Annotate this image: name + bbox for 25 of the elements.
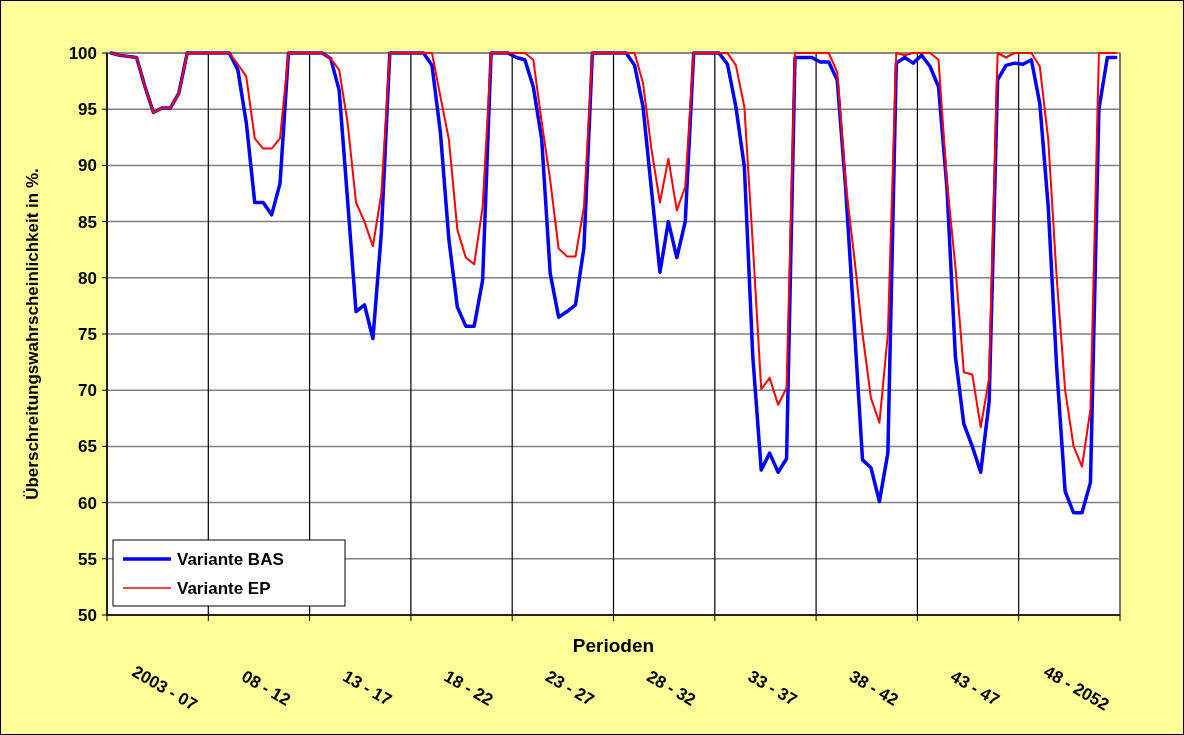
y-tick-label: 60 <box>78 493 97 513</box>
x-tick-label: 2003 - 07 <box>128 662 201 715</box>
y-tick-label: 80 <box>78 268 97 288</box>
y-tick-label: 85 <box>78 212 97 232</box>
y-tick-label: 65 <box>78 437 97 457</box>
x-tick-label: 48 - 2052 <box>1040 662 1113 715</box>
x-tick-label: 33 - 37 <box>744 666 801 710</box>
y-tick-label: 100 <box>68 43 97 63</box>
x-tick-label: 08 - 12 <box>238 666 294 710</box>
x-tick-label: 43 - 47 <box>947 666 1003 710</box>
x-tick-label: 13 - 17 <box>339 666 395 710</box>
x-axis-title: Perioden <box>572 635 655 656</box>
legend-label: Variante EP <box>177 578 271 598</box>
y-tick-label: 90 <box>78 156 97 176</box>
legend-label: Variante BAS <box>177 549 284 569</box>
x-tick-label: 28 - 32 <box>643 666 699 710</box>
x-tick-label: 38 - 42 <box>846 666 902 710</box>
y-tick-label: 75 <box>78 324 97 344</box>
y-tick-label: 70 <box>78 381 97 401</box>
y-axis-title: Überschreitungswahrscheinlichkeit in %. <box>23 168 42 500</box>
y-tick-label: 55 <box>78 549 97 569</box>
y-tick-label: 50 <box>78 605 97 625</box>
y-tick-label: 95 <box>78 100 97 120</box>
x-tick-label: 23 - 27 <box>542 666 598 710</box>
x-tick-label: 18 - 22 <box>440 666 497 710</box>
